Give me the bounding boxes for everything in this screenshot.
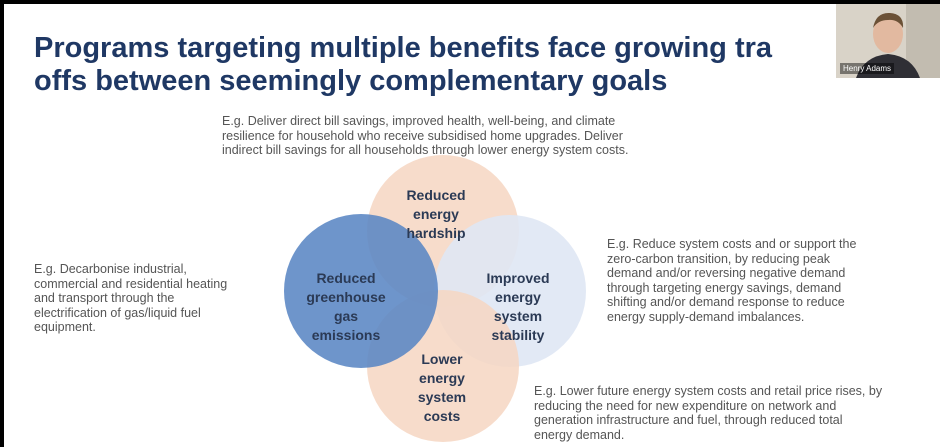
description: E.g. Decarbonise industrial, commercial … bbox=[34, 262, 227, 335]
desc-line: E.g. Decarbonise industrial, bbox=[34, 262, 227, 277]
label-line: energy bbox=[458, 288, 578, 307]
desc-line: demand and/or reversing negative demand bbox=[607, 266, 856, 281]
label-line: Reduced bbox=[376, 186, 496, 205]
video-thumbnail[interactable]: Henry Adams bbox=[836, 4, 940, 78]
participant-name: Henry Adams bbox=[840, 63, 894, 74]
title-line: Programs targeting multiple benefits fac… bbox=[34, 32, 772, 65]
desc-line: through targeting energy savings, demand bbox=[607, 281, 856, 296]
desc-line: commercial and residential heating bbox=[34, 277, 227, 292]
label-line: energy bbox=[382, 369, 502, 388]
desc-line: energy demand. bbox=[534, 428, 882, 443]
label-line: stability bbox=[458, 326, 578, 345]
desc-line: equipment. bbox=[34, 320, 227, 335]
label-line: energy bbox=[376, 205, 496, 224]
label-line: gas bbox=[286, 307, 406, 326]
label-line: Improved bbox=[458, 269, 578, 288]
desc-line: energy supply-demand imbalances. bbox=[607, 310, 856, 325]
label-line: system bbox=[458, 307, 578, 326]
label-line: costs bbox=[382, 407, 502, 426]
screen: Programs targeting multiple benefits fac… bbox=[0, 0, 940, 447]
label-line: system bbox=[382, 388, 502, 407]
label-line: emissions bbox=[286, 326, 406, 345]
desc-line: resilience for household who receive sub… bbox=[222, 129, 628, 144]
desc-line: generation infrastructure and fuel, thro… bbox=[534, 413, 882, 428]
description: E.g. Deliver direct bill savings, improv… bbox=[222, 114, 628, 158]
label-line: Lower bbox=[382, 350, 502, 369]
description: E.g. Lower future energy system costs an… bbox=[534, 384, 882, 442]
circle-label: Reduced energy hardship bbox=[376, 186, 496, 243]
circle-label: Improved energy system stability bbox=[458, 269, 578, 345]
label-line: Reduced bbox=[286, 269, 406, 288]
circle-label: Reduced greenhouse gas emissions bbox=[286, 269, 406, 345]
description: E.g. Reduce system costs and or support … bbox=[607, 237, 856, 324]
title-line: offs between seemingly complementary goa… bbox=[34, 65, 772, 98]
desc-line: electrification of gas/liquid fuel bbox=[34, 306, 227, 321]
label-line: hardship bbox=[376, 224, 496, 243]
slide: Programs targeting multiple benefits fac… bbox=[4, 4, 940, 447]
desc-line: E.g. Reduce system costs and or support … bbox=[607, 237, 856, 252]
desc-line: reducing the need for new expenditure on… bbox=[534, 399, 882, 414]
desc-line: E.g. Lower future energy system costs an… bbox=[534, 384, 882, 399]
desc-line: and transport through the bbox=[34, 291, 227, 306]
slide-title: Programs targeting multiple benefits fac… bbox=[34, 32, 772, 98]
circle-label: Lower energy system costs bbox=[382, 350, 502, 426]
desc-line: indirect bill savings for all households… bbox=[222, 143, 628, 158]
desc-line: shifting and/or demand response to reduc… bbox=[607, 295, 856, 310]
desc-line: E.g. Deliver direct bill savings, improv… bbox=[222, 114, 628, 129]
label-line: greenhouse bbox=[286, 288, 406, 307]
desc-line: zero-carbon transition, by reducing peak bbox=[607, 252, 856, 267]
